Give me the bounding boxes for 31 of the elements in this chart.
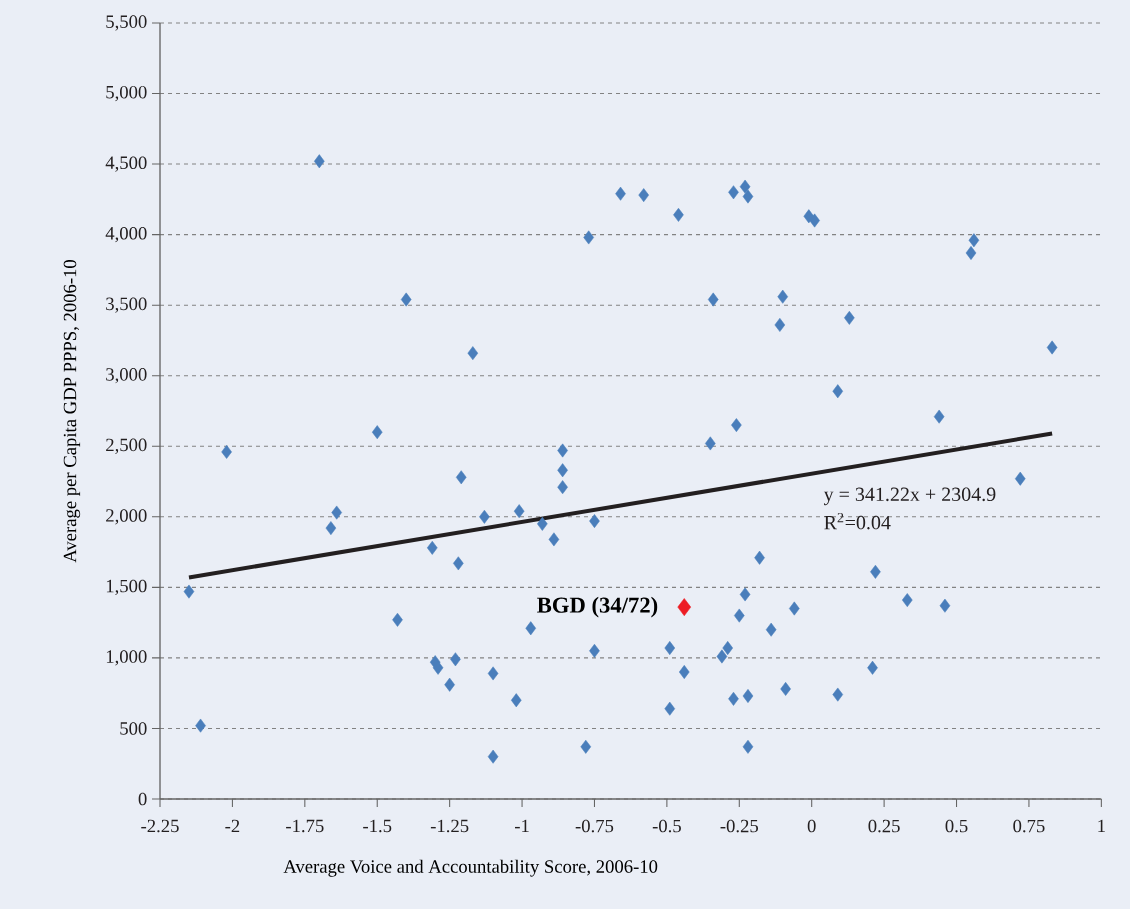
annotation: R$^{2}$=0.04 xyxy=(824,512,891,530)
x-axis-title: Average Voice and Accountability Score, 2006-10 xyxy=(283,859,658,877)
y-tick-label: 4,500 xyxy=(105,156,147,172)
y-tick-label: 5,500 xyxy=(106,15,147,31)
y-tick-label: 5,000 xyxy=(106,85,147,102)
annotation: BGD (34/72) xyxy=(537,596,658,618)
x-tick-label: -2.25 xyxy=(141,819,179,833)
y-tick-label: 3,000 xyxy=(106,368,147,384)
x-tick-label: -2 xyxy=(225,819,240,833)
x-tick-label: 0.75 xyxy=(1013,819,1045,833)
y-tick-label: 3,500 xyxy=(106,297,147,313)
x-tick-label: -1.25 xyxy=(430,819,469,833)
y-tick-label: 0 xyxy=(138,792,147,806)
x-tick-label: -1.5 xyxy=(363,819,392,833)
x-tick-label: 1 xyxy=(1098,819,1105,833)
y-tick-label: 2,500 xyxy=(106,438,147,454)
x-tick-label: 0.5 xyxy=(945,819,968,833)
x-tick-label: -0.25 xyxy=(720,819,759,833)
y-tick-label: 1,500 xyxy=(106,579,147,595)
x-tick-label: 0.25 xyxy=(868,819,900,833)
annotation: y = 341.22x + 2304.9 xyxy=(823,487,996,506)
y-axis-title: Average per Capita GDP PPPS, 2006-10 xyxy=(63,259,81,563)
y-tick-label: 4,000 xyxy=(105,226,147,243)
y-tick-label: 2,000 xyxy=(106,509,147,525)
x-tick-label: -1 xyxy=(514,819,529,833)
x-tick-label: 0 xyxy=(807,819,816,833)
x-tick-label: -0.75 xyxy=(575,819,614,833)
x-tick-label: -0.5 xyxy=(652,819,681,833)
y-tick-label: 500 xyxy=(120,722,147,735)
y-tick-label: 1,000 xyxy=(106,650,147,666)
x-tick-label: -1.75 xyxy=(286,819,324,833)
